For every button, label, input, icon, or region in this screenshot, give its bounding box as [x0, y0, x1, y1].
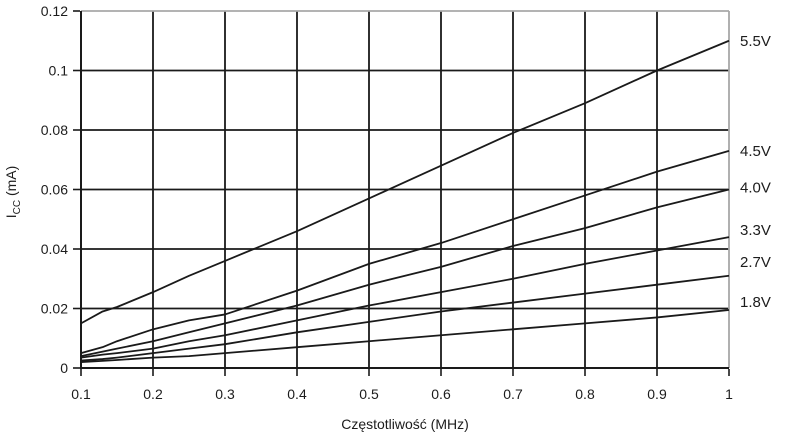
y-axis-title-symbol: I	[3, 214, 20, 219]
y-tick-label-0.1: 0.1	[49, 63, 69, 79]
x-tick-label-0.9: 0.9	[647, 386, 667, 402]
y-tick-label-0.08: 0.08	[41, 122, 68, 138]
gridline-layer	[81, 11, 729, 368]
y-axis-title: ICC (mA)	[3, 166, 23, 219]
x-tick-label-0.7: 0.7	[503, 386, 523, 402]
y-tick-label-0.02: 0.02	[41, 301, 68, 317]
x-tick-label-1: 1	[725, 386, 733, 402]
series-line-1.8V	[80, 309, 730, 363]
series-line-4.0V	[80, 188, 730, 357]
x-tick-label-0.1: 0.1	[71, 386, 91, 402]
x-tick-label-0.8: 0.8	[575, 386, 595, 402]
y-tick-label-0: 0	[60, 360, 68, 376]
series-label-3.3V: 3.3V	[740, 222, 771, 239]
series-label-4.0V: 4.0V	[740, 180, 771, 197]
x-tick-label-layer: 0.1 0.2 0.3 0.4 0.5 0.6 0.7 0.8 0.9 1	[71, 386, 733, 402]
x-tick-label-0.5: 0.5	[359, 386, 379, 402]
series-line-5.5V	[80, 39, 730, 325]
series-label-2.7V: 2.7V	[740, 254, 771, 271]
series-line-2.7V	[80, 274, 730, 362]
series-label-4.5V: 4.5V	[740, 143, 771, 160]
y-tick-label-0.04: 0.04	[41, 241, 68, 257]
axis-tick-layer	[73, 10, 730, 376]
series-line-layer	[80, 39, 730, 363]
y-tick-label-0.06: 0.06	[41, 182, 68, 198]
y-tick-label-0.12: 0.12	[41, 3, 68, 19]
x-axis-title: Częstotliwość (MHz)	[341, 416, 469, 432]
series-line-3.3V	[80, 236, 730, 359]
x-tick-label-0.3: 0.3	[215, 386, 235, 402]
y-axis-title-subscript: CC	[11, 199, 23, 215]
series-label-5.5V: 5.5V	[740, 33, 771, 50]
x-tick-label-0.2: 0.2	[143, 386, 163, 402]
x-tick-label-0.6: 0.6	[431, 386, 451, 402]
series-label-1.8V: 1.8V	[740, 294, 771, 311]
x-tick-label-0.4: 0.4	[287, 386, 307, 402]
series-line-4.5V	[80, 149, 730, 354]
y-axis-title-unit: (mA)	[3, 165, 20, 200]
y-tick-label-layer: 0 0.02 0.04 0.06 0.08 0.1 0.12	[41, 3, 68, 376]
series-label-layer: 5.5V 4.5V 4.0V 3.3V 2.7V 1.8V	[740, 33, 771, 311]
